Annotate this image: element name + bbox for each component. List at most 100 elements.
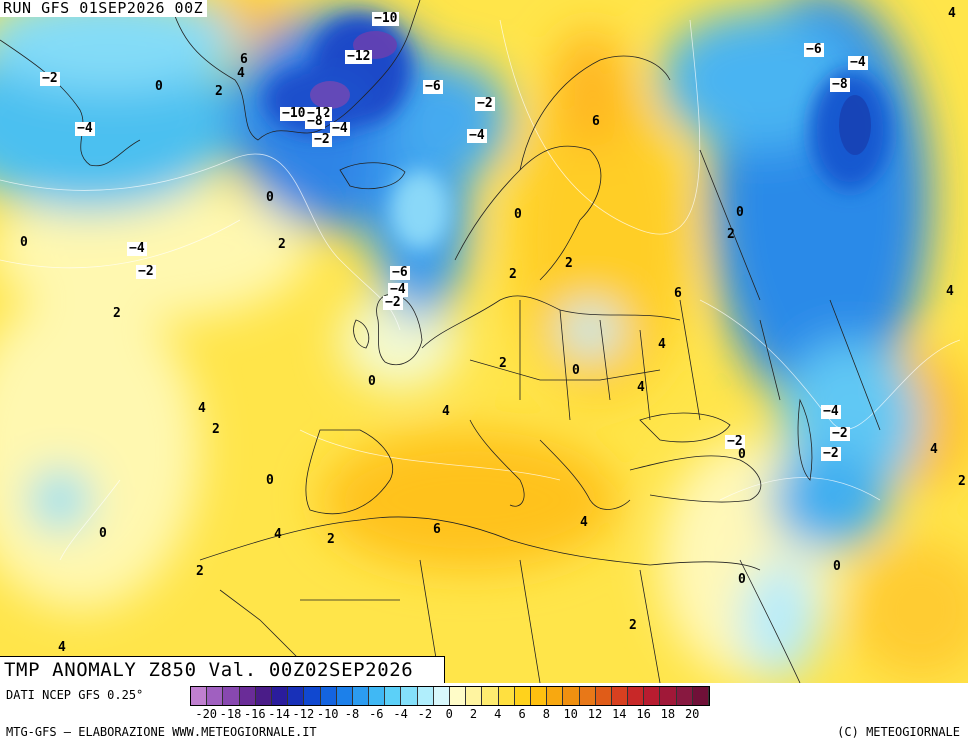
isoline-label: −4 bbox=[127, 241, 147, 256]
colorbar-swatch bbox=[450, 687, 467, 705]
map-title: TMP ANOMALY Z850 Val. 00Z02SEP2026 bbox=[0, 656, 445, 684]
colorbar-swatch bbox=[628, 687, 645, 705]
isoline-label: 0 bbox=[266, 473, 274, 488]
footer: DATI NCEP GFS 0.25° -2 0 -18 -16 -14 -12 -10 -8… bbox=[0, 683, 968, 745]
isoline-label: 4 bbox=[274, 527, 282, 542]
isoline-label: 2 bbox=[327, 532, 335, 547]
isoline-label: 4 bbox=[658, 337, 666, 352]
colorbar-swatch bbox=[579, 687, 596, 705]
isoline-label: −2 bbox=[40, 71, 60, 86]
colorbar-swatch bbox=[223, 687, 240, 705]
isoline-label: −4 bbox=[821, 404, 841, 419]
isoline-label: 2 bbox=[499, 356, 507, 371]
colorbar-tick-label: 8 bbox=[542, 707, 551, 721]
isoline-label: −2 bbox=[725, 434, 745, 449]
anomaly-map bbox=[0, 0, 968, 683]
isoline-label: −6 bbox=[390, 265, 410, 280]
colorbar-swatch bbox=[271, 687, 289, 705]
isoline-label: 2 bbox=[196, 564, 204, 579]
isoline-label: 6 bbox=[433, 522, 441, 537]
colorbar-swatch bbox=[336, 687, 353, 705]
colorbar-tick-label: 14 bbox=[612, 707, 627, 721]
isoline-label: 0 bbox=[99, 526, 107, 541]
isoline-label: −2 bbox=[383, 295, 403, 310]
colorbar-tick-label: 12 bbox=[587, 707, 603, 721]
isoline-label: −4 bbox=[388, 282, 408, 297]
isoline-label: 4 bbox=[637, 380, 645, 395]
isoline-label: 2 bbox=[509, 267, 517, 282]
isoline-label: −10 bbox=[372, 11, 400, 26]
isoline-label: −2 bbox=[312, 132, 332, 147]
colorbar-swatch bbox=[644, 687, 661, 705]
colorbar-swatch bbox=[369, 687, 386, 705]
colorbar-swatch bbox=[191, 687, 208, 705]
colorbar-tick-label: -14 bbox=[268, 707, 290, 721]
colorbar-swatch bbox=[547, 687, 564, 705]
colorbar-swatch bbox=[433, 687, 450, 705]
run-label: RUN GFS 01SEP2026 00Z bbox=[0, 0, 208, 17]
colorbar-swatch bbox=[417, 687, 434, 705]
colorbar-tick-label: -8 bbox=[344, 707, 360, 721]
colorbar-swatch bbox=[401, 687, 418, 705]
isoline-label: 4 bbox=[948, 6, 956, 21]
colorbar-swatch bbox=[304, 687, 321, 705]
isoline-label: 0 bbox=[833, 559, 841, 574]
isoline-label: −6 bbox=[804, 42, 824, 57]
colorbar-tick-label: -6 bbox=[369, 707, 384, 721]
colorbar-tick-label: 10 bbox=[563, 707, 578, 721]
colorbar-tick-label: -12 bbox=[292, 707, 315, 721]
isoline-label: 4 bbox=[442, 404, 450, 419]
isoline-label: 4 bbox=[58, 640, 66, 655]
map-field bbox=[0, 0, 968, 683]
isoline-label: 4 bbox=[930, 442, 938, 457]
isoline-label: 0 bbox=[738, 572, 746, 587]
isoline-label: 0 bbox=[572, 363, 580, 378]
isoline-label: 0 bbox=[514, 207, 522, 222]
colorbar-swatch bbox=[660, 687, 677, 705]
isoline-label: −2 bbox=[830, 426, 850, 441]
colorbar-tick-label: -2 bbox=[417, 707, 433, 721]
isoline-label: 2 bbox=[215, 84, 223, 99]
isoline-label: 2 bbox=[278, 237, 286, 252]
isoline-label: 2 bbox=[727, 227, 735, 242]
colorbar-swatch bbox=[498, 687, 515, 705]
colorbar-swatch bbox=[563, 687, 580, 705]
colorbar-tick-label: 18 bbox=[660, 707, 676, 721]
colorbar-tick-label: 0 bbox=[445, 707, 453, 721]
isoline-label: −2 bbox=[136, 264, 156, 279]
colorbar-swatch bbox=[611, 687, 629, 705]
colorbar-swatch bbox=[514, 687, 531, 705]
data-source: DATI NCEP GFS 0.25° bbox=[6, 688, 144, 702]
isoline-label: −4 bbox=[848, 55, 868, 70]
credit-text: MTG-GFS — ELABORAZIONE WWW.METEOGIORNALE… bbox=[6, 725, 317, 739]
isoline-label: 2 bbox=[958, 474, 966, 489]
isoline-label: −2 bbox=[821, 446, 841, 461]
colorbar-tick-label: 20 bbox=[684, 707, 700, 721]
isoline-label: −8 bbox=[830, 77, 850, 92]
colorbar-swatch bbox=[207, 687, 224, 705]
colorbar-tick-label: 2 bbox=[469, 707, 478, 721]
colorbar-swatch bbox=[692, 687, 709, 705]
colorbar-swatch bbox=[255, 687, 272, 705]
isoline-label: 6 bbox=[674, 286, 682, 301]
colorbar-tick-label: 6 bbox=[518, 707, 526, 721]
isoline-label: 6 bbox=[592, 114, 600, 129]
colorbar-swatch bbox=[352, 687, 370, 705]
colorbar-swatch bbox=[595, 687, 612, 705]
isoline-label: 0 bbox=[368, 374, 376, 389]
isoline-label: 0 bbox=[736, 205, 744, 220]
isoline-label: 0 bbox=[738, 447, 746, 462]
colorbar-tick-label: -16 bbox=[243, 707, 266, 721]
colorbar-tick-label: -10 bbox=[316, 707, 339, 721]
isoline-label: −10 bbox=[280, 106, 308, 121]
isoline-label: 4 bbox=[237, 66, 245, 81]
isoline-label: 2 bbox=[565, 256, 573, 271]
colorbar-swatch bbox=[676, 687, 693, 705]
colorbar-swatch bbox=[385, 687, 402, 705]
colorbar-tick-label: -18 bbox=[219, 707, 242, 721]
colorbar-tick-label: 4 bbox=[494, 707, 502, 721]
isoline-label: −2 bbox=[475, 96, 495, 111]
isoline-label: 2 bbox=[212, 422, 220, 437]
colorbar-ticks: -20 -18 -16 -14 -12 -10 -8 -6 -4 -2 0 2 4 6 8 10 12 14 16 1… bbox=[190, 707, 967, 721]
colorbar-swatch bbox=[530, 687, 548, 705]
